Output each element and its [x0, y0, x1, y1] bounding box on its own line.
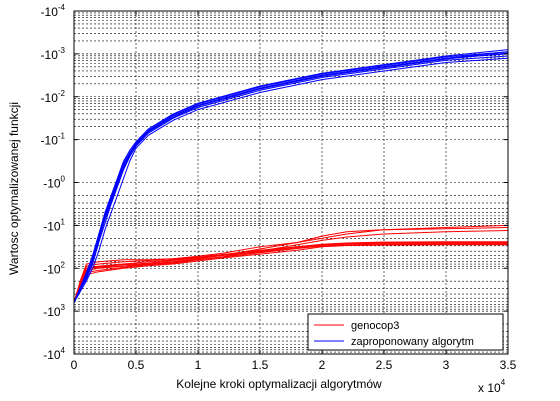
- series-line: [73, 52, 509, 303]
- y-tick-label: -101: [43, 217, 65, 233]
- y-tick-label: -10-1: [41, 132, 66, 148]
- x-tick-label: 1: [195, 358, 202, 372]
- x-tick-label: 0.5: [128, 358, 145, 372]
- y-tick-label: -10-3: [41, 46, 66, 62]
- series-line: [73, 55, 509, 303]
- y-tick-label: -10-2: [41, 89, 66, 105]
- legend-label: genocop3: [351, 320, 399, 332]
- x-tick-label: 0: [71, 358, 78, 372]
- y-tick-label: -100: [43, 175, 65, 191]
- series-line: [73, 51, 509, 303]
- y-tick-label: -103: [43, 303, 65, 319]
- legend-label: zaproponowany algorytm: [351, 336, 474, 348]
- x-tick-label: 2: [319, 358, 326, 372]
- legend: genocop3 zaproponowany algorytm: [307, 313, 504, 351]
- y-tick-label: -10-4: [41, 3, 66, 19]
- x-tick-label: 3: [443, 358, 450, 372]
- x-axis-label: Kolejne kroki optymalizacji algorytmów: [176, 377, 382, 391]
- x-tick-label: 2.5: [376, 358, 393, 372]
- series-1: [73, 49, 509, 303]
- series-line: [73, 57, 509, 303]
- x-tick-label: 1.5: [252, 358, 269, 372]
- y-tick-label: -104: [43, 346, 65, 362]
- series-line: [73, 244, 508, 303]
- y-axis-label: Wartosc optymalizowanej funkcji: [7, 102, 21, 275]
- series-layer: [73, 49, 509, 303]
- label-layer: Kolejne kroki optymalizacji algorytmów Wa…: [7, 102, 506, 395]
- x-axis-multiplier: x 104: [478, 378, 506, 395]
- tick-layer: 0 0.5 1 1.5 2 2.5 3 3.5 -10-4 -10-3 -10-2 -10-1 -100…: [41, 3, 517, 372]
- legend-box: [307, 313, 504, 351]
- y-tick-label: -102: [43, 260, 65, 276]
- x-tick-label: 3.5: [500, 358, 517, 372]
- series-line: [73, 49, 509, 303]
